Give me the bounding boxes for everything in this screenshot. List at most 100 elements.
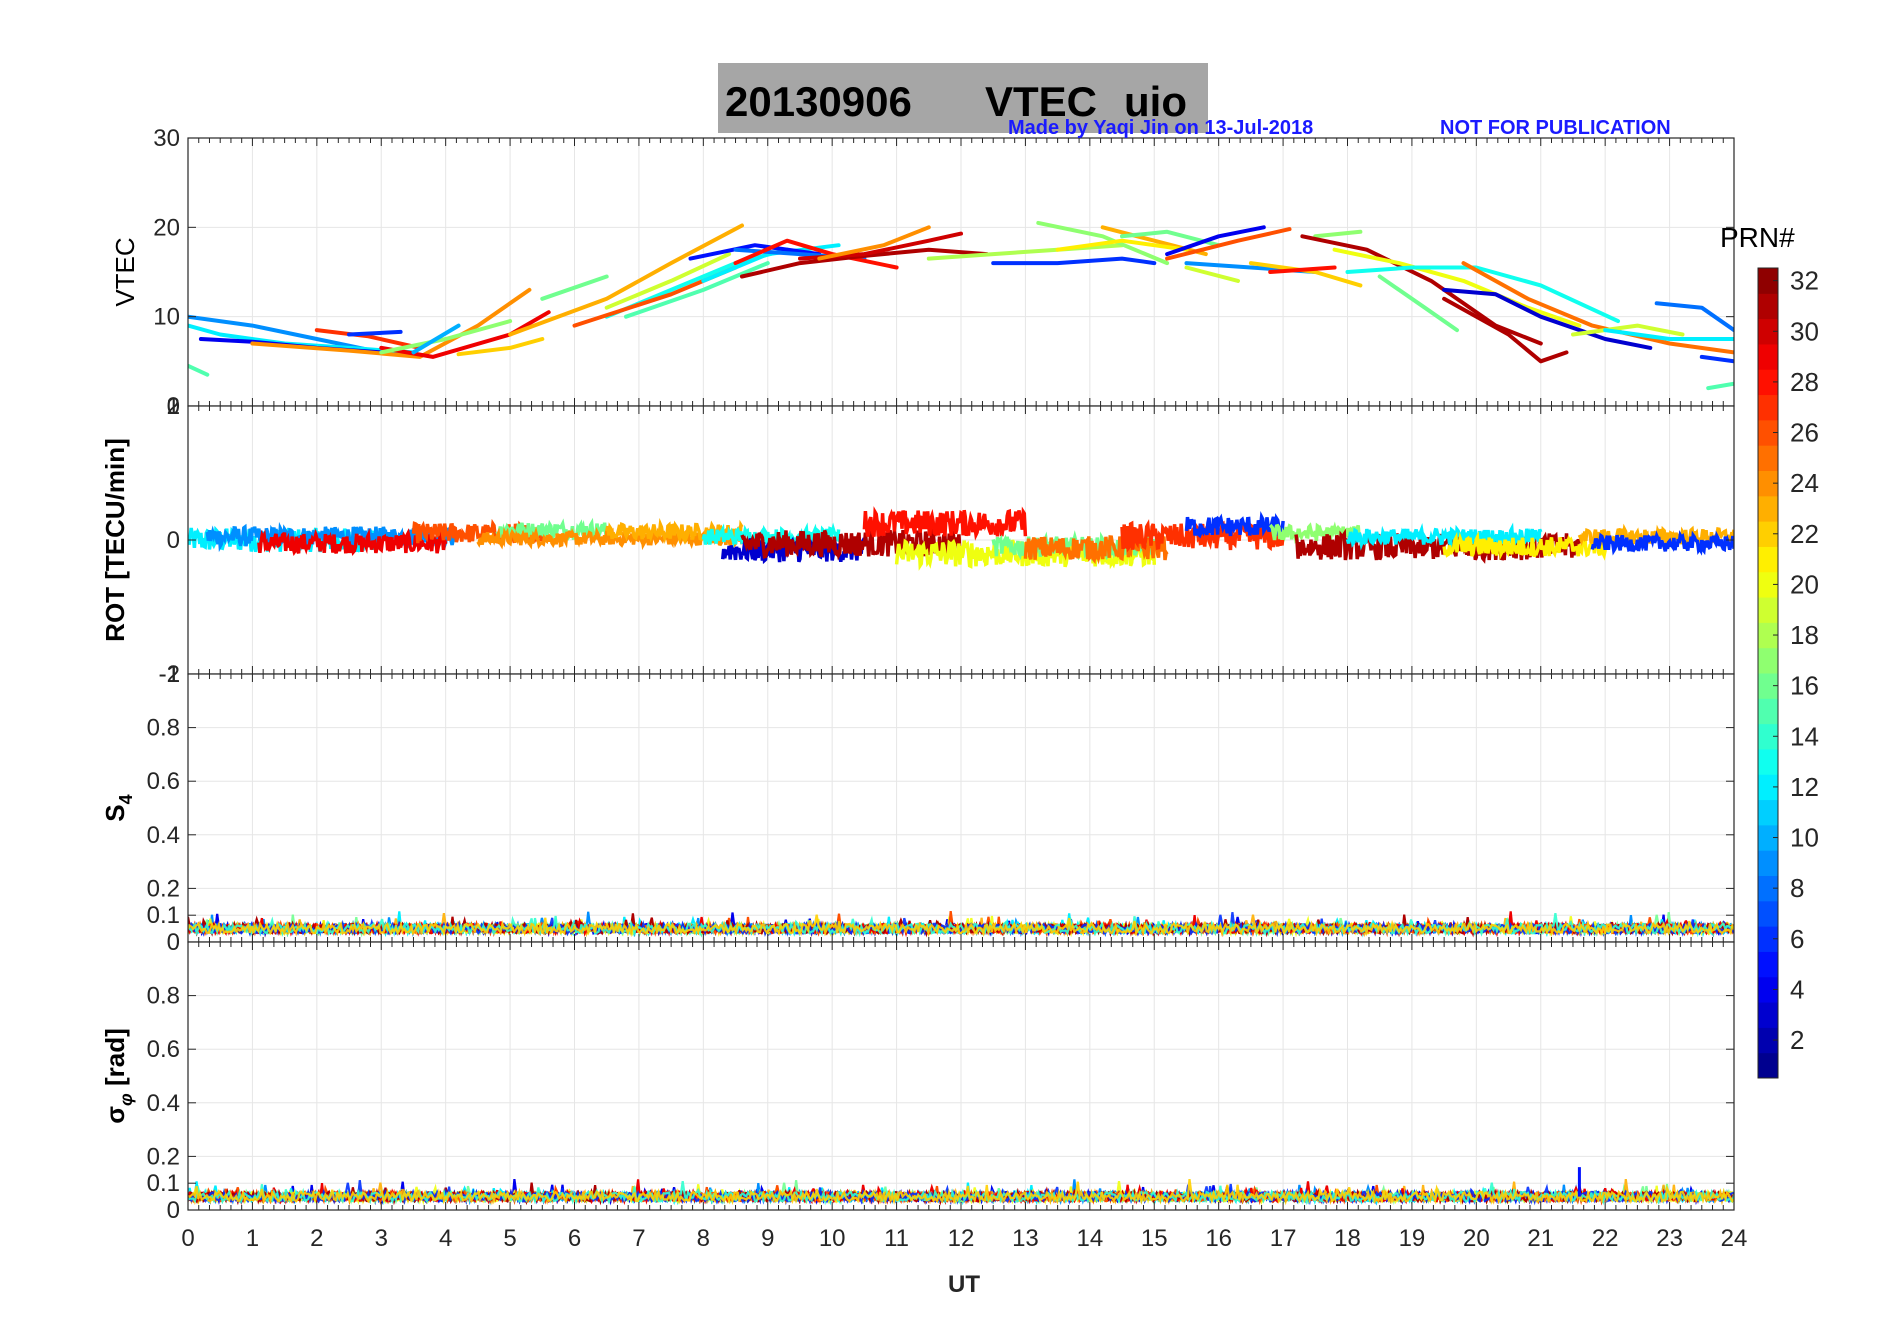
x-tick-label: 13 [1012,1225,1039,1252]
vtec-series-prn-12 [1603,328,1734,341]
x-tick-label: 24 [1721,1225,1748,1252]
vtec-series-prn-5 [688,243,822,261]
vtec-series-prn-19 [1571,323,1685,337]
colorbar-cell-26 [1758,419,1778,446]
vtec-series-prn-20 [1332,247,1582,328]
rot-series-prn-27 [1120,519,1285,553]
data-layer [188,220,1734,391]
y-axis: 00.10.2 0.4 0.6 0.8 1 [147,661,1734,956]
y-tick-label: 0.6 [147,768,180,795]
colorbar-cell-28 [1758,369,1778,396]
y-tick-label: 0.2 [147,1143,180,1170]
x-tick-label: 12 [948,1225,975,1252]
y-tick-label: 0.8 [147,715,180,742]
x-tick-label: 6 [568,1225,581,1252]
x-tick-label: 4 [439,1225,452,1252]
y-tick-label: 2 [167,393,180,420]
colorbar-cell-14 [1758,723,1778,750]
colorbar-cell-1 [1758,1052,1778,1079]
y-tick-label: 0.2 [147,875,180,902]
vtec-series-prn-23 [1100,225,1208,257]
data-layer [188,506,1734,571]
title-group: 20130906 VTEC uio Made by Yaqi Jin on 13… [718,63,1671,139]
x-axis-label: UT [948,1271,980,1298]
x-tick-label: 1 [246,1225,259,1252]
rot-series-prn-6 [1184,511,1285,539]
colorbar-cell-6 [1758,926,1778,952]
colorbar-cell-3 [1758,1002,1778,1028]
rot-series-prn-29 [257,528,448,556]
x-tick-label: 21 [1527,1225,1554,1252]
colorbar-tick-label: 24 [1790,468,1819,498]
colorbar-cell-11 [1758,799,1778,826]
colorbar-tick-label: 2 [1790,1025,1804,1055]
panel-vtec: 0 10 20 30 VTEC [110,125,1735,420]
x-tick-label: 20 [1463,1225,1490,1252]
colorbar-frame [1757,267,1779,1079]
vtec-series-prn-16 [540,274,609,301]
colorbar-tick-label: 28 [1790,367,1819,397]
y-tick-label: 30 [153,125,180,152]
x-ticks [187,406,1735,674]
colorbar-cell-12 [1758,774,1778,801]
colorbar-tick-label: 6 [1790,924,1804,954]
vtec-series-prn-24 [250,287,532,359]
x-tick-label: 5 [503,1225,516,1252]
x-tick-label: 14 [1076,1225,1103,1252]
y-tick-label-overlap: 1 [167,661,180,688]
vtec-series-prn-15 [188,363,210,377]
colorbar-tick-label: 20 [1790,569,1819,599]
panel-sigma_phi: 00.10.20.40.60.8σφ [rad]0 1 2 3 4 5 6 7 8 9 10 11 12… [100,941,1748,1252]
y-tick-label-overlap: -1 [159,661,180,688]
vtec-series-prn-6 [347,329,403,337]
vtec-series-prn-22 [456,337,545,357]
colorbar-cell-8 [1758,875,1778,902]
vtec-series-prn-3 [1442,287,1653,350]
vtec-series-prn-17 [1313,229,1363,239]
vtec-series-prn-29 [379,310,551,359]
colorbar-cell-23 [1758,495,1778,522]
colorbar-tick-label: 18 [1790,620,1819,650]
x-tick-label: 8 [697,1225,710,1252]
panel-s4: 00.10.2 0.4 0.6 0.8 1 S4 [100,661,1735,956]
colorbar-cell-13 [1758,748,1778,775]
x-tick-label: 0 [181,1225,194,1252]
vtec-series-prn-24 [817,225,931,261]
rot-series-prn-21 [1442,531,1607,561]
x-tick-label: 10 [819,1225,846,1252]
vtec-series-prn-28 [733,238,899,270]
title-date: 20130906 [725,78,912,125]
colorbar-cell-16 [1758,673,1778,699]
vtec-series-prn-28 [1268,265,1337,274]
credit-made-by: Made by Yaqi Jin on 13-Jul-2018 [1008,117,1313,139]
y-tick-label: -2 [159,661,180,688]
vtec-series-prn-26 [1165,227,1292,261]
rot-series-prn-6 [1590,529,1734,556]
vtec-series-prn-13 [1345,265,1620,324]
colorbar-cell-17 [1758,647,1778,674]
colorbar-cell-32 [1758,268,1778,294]
colorbar-cell-31 [1758,293,1778,320]
title-station: uio [1124,78,1187,125]
colorbar-cell-21 [1758,546,1778,573]
vtec-series-prn-25 [1461,261,1734,355]
y-axis: 00.10.2 0.4 0.6 0.8 [147,983,1734,1224]
y-tick-label: 0.4 [147,1090,180,1117]
colorbar-tick-label: 12 [1790,772,1819,802]
colorbar-tick-label: 14 [1790,721,1819,751]
y-tick-label: 20 [153,214,180,241]
data-layer [188,1167,1734,1206]
x-tick-label: 19 [1399,1225,1426,1252]
s4-series-prn-22 [188,914,1734,938]
x-tick-label: 16 [1205,1225,1232,1252]
vtec-series-prn-22 [1248,261,1363,288]
x-tick-label: 2 [310,1225,323,1252]
colorbar-cell-24 [1758,470,1778,497]
vtec-series-prn-19 [604,252,732,310]
colorbar-tick-label: 4 [1790,974,1804,1004]
x-tick-label: 15 [1141,1225,1168,1252]
rot-series-prn-23 [604,517,744,545]
